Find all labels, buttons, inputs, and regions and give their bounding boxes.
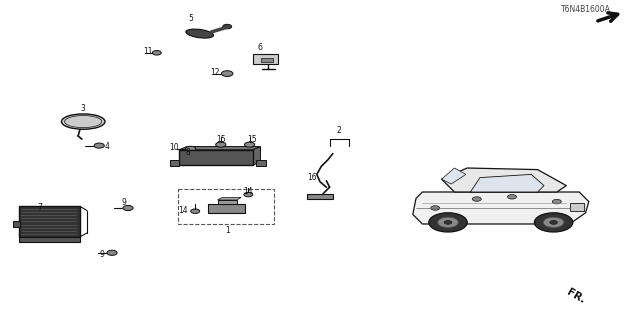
Text: 3: 3 xyxy=(81,104,86,113)
Text: 11: 11 xyxy=(143,47,152,56)
Circle shape xyxy=(186,146,196,151)
Circle shape xyxy=(543,217,564,228)
Text: 14: 14 xyxy=(243,188,253,196)
Circle shape xyxy=(24,238,31,241)
Bar xyxy=(19,237,80,242)
Bar xyxy=(261,58,273,62)
Text: 12: 12 xyxy=(211,68,220,77)
Circle shape xyxy=(534,213,573,232)
Circle shape xyxy=(429,213,467,232)
Bar xyxy=(179,150,253,165)
Text: 16: 16 xyxy=(307,173,317,182)
Circle shape xyxy=(552,199,561,204)
Text: T6N4B1600A: T6N4B1600A xyxy=(561,5,611,14)
Text: 2: 2 xyxy=(337,126,342,135)
Circle shape xyxy=(202,152,210,156)
Circle shape xyxy=(223,24,232,29)
Circle shape xyxy=(444,220,452,224)
Bar xyxy=(218,200,237,204)
Polygon shape xyxy=(442,168,566,192)
Bar xyxy=(170,160,179,166)
Text: 5: 5 xyxy=(188,14,193,23)
Bar xyxy=(13,221,20,227)
Bar xyxy=(570,203,584,211)
Text: 7: 7 xyxy=(37,203,42,212)
Circle shape xyxy=(550,220,557,224)
Text: 6: 6 xyxy=(257,43,262,52)
Ellipse shape xyxy=(61,114,105,129)
Text: 1: 1 xyxy=(225,226,230,235)
Circle shape xyxy=(230,152,238,156)
Polygon shape xyxy=(218,197,241,200)
Circle shape xyxy=(191,209,200,213)
Circle shape xyxy=(107,250,117,255)
Bar xyxy=(208,204,245,213)
Polygon shape xyxy=(253,147,260,165)
Circle shape xyxy=(472,197,481,201)
Ellipse shape xyxy=(186,29,214,38)
Text: FR.: FR. xyxy=(565,287,587,306)
Text: 9: 9 xyxy=(121,198,126,207)
Circle shape xyxy=(94,143,104,148)
Text: 15: 15 xyxy=(247,135,257,144)
Polygon shape xyxy=(413,192,589,224)
Bar xyxy=(256,160,266,166)
Circle shape xyxy=(123,205,133,211)
Bar xyxy=(253,54,278,64)
Circle shape xyxy=(244,142,255,147)
Circle shape xyxy=(188,152,196,156)
Text: 8: 8 xyxy=(186,148,191,157)
Polygon shape xyxy=(179,147,260,150)
Bar xyxy=(307,194,333,199)
Circle shape xyxy=(216,152,224,156)
Polygon shape xyxy=(442,168,466,184)
Circle shape xyxy=(508,195,516,199)
Polygon shape xyxy=(470,174,544,192)
Circle shape xyxy=(221,71,233,76)
Text: 15: 15 xyxy=(216,135,226,144)
Circle shape xyxy=(431,206,440,210)
Text: 10: 10 xyxy=(169,143,179,152)
Text: 4: 4 xyxy=(105,142,110,151)
Circle shape xyxy=(152,51,161,55)
Circle shape xyxy=(438,217,458,228)
Bar xyxy=(178,189,274,224)
Circle shape xyxy=(244,192,253,197)
Text: 9: 9 xyxy=(100,250,105,259)
Text: 14: 14 xyxy=(178,206,188,215)
Circle shape xyxy=(216,142,226,147)
Bar xyxy=(19,206,80,237)
